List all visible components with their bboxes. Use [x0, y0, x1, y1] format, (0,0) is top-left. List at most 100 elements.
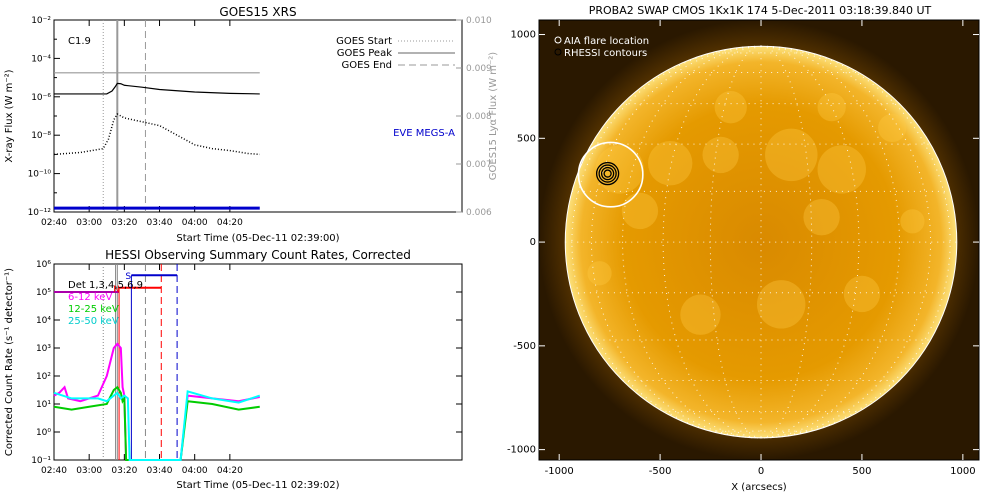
x-tick-label: 03:40	[147, 466, 173, 476]
bright-region	[803, 199, 840, 236]
goes-y2-label: GOES15 Lyα Flux (W m⁻²)	[488, 52, 499, 180]
y-tick-label: 10⁻¹	[31, 456, 51, 466]
goes-plot-frame	[53, 19, 463, 213]
x-tick-label: -500	[649, 466, 672, 477]
y-tick-label: 10⁴	[36, 316, 51, 326]
x-tick-label: 500	[852, 466, 871, 477]
hessi-legend: Det 1,3,4,5,6,9 6-12 keV 12-25 keV 25-50…	[68, 280, 143, 327]
y-tick-label: 10⁻⁴	[31, 54, 51, 64]
hessi-series: NS	[53, 264, 261, 461]
bright-region	[587, 261, 612, 286]
goes-x-label: Start Time (05-Dec-11 02:39:00)	[176, 233, 339, 244]
rhessi-contours	[595, 161, 620, 186]
x-tick-label: 03:00	[76, 218, 102, 228]
bright-region	[878, 113, 907, 143]
y-tick-label: 10²	[36, 372, 51, 382]
y-tick-label: 500	[517, 133, 536, 144]
series-25-50-kev	[53, 390, 261, 461]
goes-title: GOES15 XRS	[219, 5, 296, 19]
bright-region	[756, 280, 806, 329]
y2-tick-label: 0.008	[466, 112, 492, 122]
y-tick-label: 10⁻²	[31, 16, 51, 26]
swap-y-axis: -1000 -500 0 500 1000	[507, 30, 979, 456]
swap-panel: PROBA2 SWAP CMOS 1Kx1K 174 5-Dec-2011 03…	[507, 4, 980, 493]
y-tick-label: 10⁰	[36, 428, 51, 438]
swap-title: PROBA2 SWAP CMOS 1Kx1K 174 5-Dec-2011 03…	[589, 4, 932, 17]
y-tick-label: 10⁶	[36, 260, 51, 270]
swap-x-label: X (arcsecs)	[731, 482, 787, 493]
x-tick-label: 04:00	[182, 466, 208, 476]
x-tick-label: 04:20	[217, 466, 243, 476]
goes-legend: GOES Start GOES Peak GOES End	[336, 36, 455, 71]
flag-label: S	[125, 272, 131, 282]
solar-limb	[564, 45, 958, 439]
y-tick-label: 10⁻¹²	[28, 208, 52, 218]
legend-detectors: Det 1,3,4,5,6,9	[68, 280, 143, 291]
y-tick-label: -500	[513, 341, 536, 352]
goes-panel: GOES15 XRS 10⁻¹² 10⁻¹⁰ 10⁻⁸ 10⁻⁶ 10⁻⁴ 10⁻² 0.…	[4, 5, 499, 244]
longitude-line	[622, 45, 762, 439]
series-xrs-short-0-5-4-	[53, 113, 260, 156]
y-tick-label: 10³	[36, 344, 51, 354]
longitude-line	[761, 45, 900, 439]
y-tick-label: 10¹	[36, 400, 51, 410]
bright-region	[621, 192, 659, 230]
longitude-line	[709, 45, 762, 439]
series-12-25-kev	[53, 385, 260, 461]
bright-region	[714, 91, 747, 124]
y2-tick-label: 0.009	[466, 64, 492, 74]
hessi-x-axis: 02:40 03:00 03:20 03:40 04:00 04:20	[41, 264, 243, 476]
x-tick-label: 1000	[950, 466, 975, 477]
eve-megs-label: EVE MEGS-A	[393, 128, 455, 139]
y2-tick-label: 0.006	[466, 208, 492, 218]
goes-series	[53, 20, 260, 212]
hessi-x-label: Start Time (05-Dec-11 02:39:02)	[176, 480, 339, 491]
bright-region	[900, 209, 925, 234]
goes-y-label: X-ray Flux (W m⁻²)	[4, 69, 15, 162]
x-tick-label: 03:40	[147, 218, 173, 228]
bright-region	[702, 136, 739, 174]
y-tick-label: 10⁵	[36, 288, 51, 298]
x-tick-label: 0	[758, 466, 764, 477]
legend-goes-peak: GOES Peak	[337, 48, 392, 59]
aia-flare-location-circle	[577, 141, 644, 208]
legend-aia-symbol	[554, 36, 562, 44]
bright-region	[817, 93, 846, 122]
swap-legend: AIA flare location RHESSI contours	[554, 36, 649, 59]
hessi-title: HESSI Observing Summary Count Rates, Cor…	[105, 248, 411, 262]
bright-region	[647, 141, 693, 186]
y-tick-label: 1000	[511, 30, 536, 41]
series-xrs-long-1-8-	[54, 82, 260, 95]
bright-region	[680, 294, 721, 335]
rhessi-contour	[595, 161, 620, 186]
legend-goes-start: GOES Start	[336, 36, 392, 47]
flare-class-label: C1.9	[68, 36, 91, 47]
y-tick-label: 10⁻¹⁰	[28, 170, 52, 180]
y2-tick-label: 0.007	[466, 160, 492, 170]
swap-plot-frame	[538, 19, 980, 461]
y-tick-label: 10⁻⁸	[31, 131, 51, 141]
x-tick-label: 02:40	[41, 466, 67, 476]
legend-12-25kev: 12-25 keV	[68, 304, 119, 315]
rhessi-contour	[598, 164, 617, 183]
legend-aia: AIA flare location	[564, 36, 649, 47]
legend-rhessi-symbol	[554, 48, 562, 56]
x-tick-label: -1000	[545, 466, 574, 477]
x-tick-label: 04:00	[182, 218, 208, 228]
x-tick-label: 04:20	[217, 218, 243, 228]
swap-x-axis: -1000 -500 0 500 1000	[545, 20, 976, 477]
legend-25-50kev: 25-50 keV	[68, 316, 119, 327]
y-tick-label: 10⁻⁶	[31, 93, 51, 103]
active-regions	[587, 91, 925, 335]
x-tick-label: 03:20	[111, 218, 137, 228]
hessi-y-label: Corrected Count Rate (s⁻¹ detector⁻¹)	[4, 268, 15, 456]
legend-6-12kev: 6-12 keV	[68, 292, 112, 303]
heliographic-grid	[565, 45, 957, 439]
x-tick-label: 03:00	[76, 466, 102, 476]
longitude-line	[761, 45, 813, 439]
legend-rhessi: RHESSI contours	[564, 48, 647, 59]
bright-region	[817, 145, 866, 194]
x-tick-label: 02:40	[41, 218, 67, 228]
x-tick-label: 03:20	[111, 466, 137, 476]
